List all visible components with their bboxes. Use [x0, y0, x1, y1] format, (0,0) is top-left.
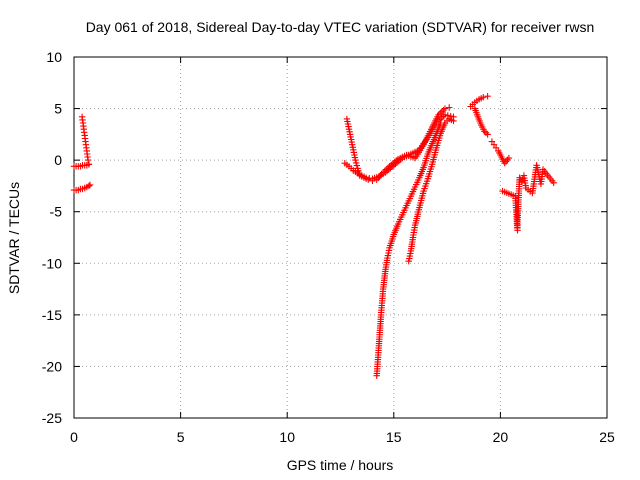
y-axis-ticks: -25 -20 -15 -10 -5 0 5 10 — [42, 49, 607, 426]
series-arc-late — [499, 162, 557, 234]
data-point — [369, 177, 376, 184]
data-point — [505, 154, 513, 162]
data-point-interp — [444, 112, 451, 119]
series-arc-early-low — [70, 181, 94, 194]
series-arc-early-spike — [78, 113, 93, 168]
data-point — [484, 93, 491, 100]
data-point — [480, 94, 487, 101]
data-point — [86, 181, 94, 189]
x-tick-label: 20 — [493, 429, 509, 445]
series-arc-dip-shallow — [405, 115, 457, 265]
y-tick-label: -15 — [42, 307, 62, 323]
series-arc-dip-deep — [373, 119, 444, 379]
y-tick-label: 10 — [46, 49, 62, 65]
data-point-interp — [440, 106, 447, 114]
data-point — [84, 156, 92, 164]
y-tick-label: -5 — [50, 204, 63, 220]
x-tick-label: 5 — [177, 429, 185, 445]
grid-lines — [74, 57, 607, 418]
data-point — [365, 176, 372, 183]
data-point — [446, 104, 453, 111]
data-points — [70, 93, 557, 379]
data-point-interp — [352, 159, 360, 167]
y-tick-label: 0 — [54, 152, 62, 168]
x-axis-label: GPS time / hours — [287, 457, 394, 473]
series-arc-evening-a — [467, 93, 491, 110]
series-arc-noon-b — [343, 104, 453, 184]
x-tick-label: 15 — [386, 429, 402, 445]
chart-title: Day 061 of 2018, Sidereal Day-to-day VTE… — [86, 19, 595, 35]
data-point — [450, 117, 457, 125]
x-axis-ticks: 0 5 10 15 20 25 — [70, 57, 615, 445]
series-arc-evening-b — [471, 105, 491, 138]
data-point-interp — [438, 108, 445, 115]
x-tick-label: 0 — [70, 429, 78, 445]
data-point-interp — [353, 162, 360, 169]
y-tick-label: -10 — [42, 255, 62, 271]
y-tick-label: 5 — [54, 101, 62, 117]
data-point — [85, 161, 93, 168]
data-point — [441, 105, 449, 112]
data-point — [484, 131, 491, 138]
y-tick-label: -25 — [42, 410, 62, 426]
y-tick-label: -20 — [42, 358, 62, 374]
data-point-interp — [447, 112, 454, 120]
x-tick-label: 10 — [279, 429, 295, 445]
data-point — [352, 156, 359, 164]
data-point — [518, 178, 525, 185]
series-arc-evening-c — [488, 138, 513, 167]
y-axis-label: SDTVAR / TECUs — [6, 182, 22, 294]
x-tick-label: 25 — [599, 429, 615, 445]
data-point — [550, 179, 557, 186]
plot-frame — [73, 56, 608, 419]
data-point — [85, 182, 93, 190]
data-point — [441, 111, 449, 118]
